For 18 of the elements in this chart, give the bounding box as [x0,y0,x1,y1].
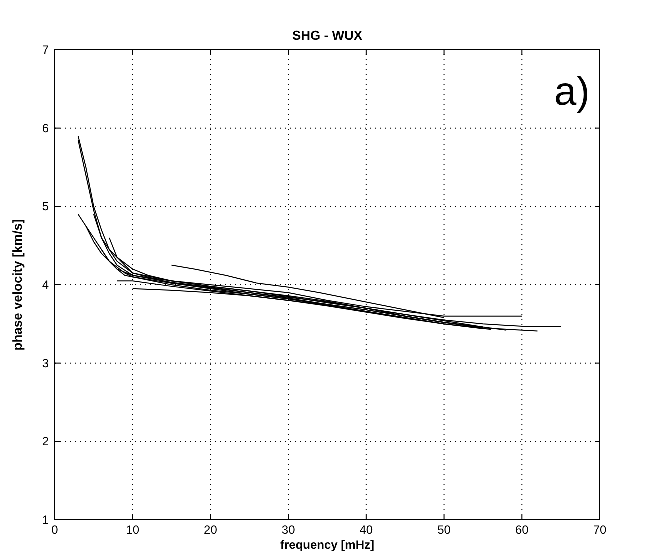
y-tick-label: 4 [42,278,50,292]
x-tick-label: 10 [126,523,140,537]
x-tick-label: 60 [515,523,530,537]
x-tick-label: 40 [360,523,374,537]
y-tick-label: 3 [42,356,50,370]
x-tick-label: 30 [282,523,296,537]
y-tick-label: 6 [42,121,50,136]
y-axis-title: phase velocity [km/s] [10,219,25,351]
y-tick-label: 1 [42,513,50,527]
y-tick-label: 7 [42,43,50,57]
x-tick-label: 70 [593,523,607,537]
chart-title: SHG - WUX [292,28,363,43]
x-tick-label: 50 [438,523,452,537]
annotation: a) [554,70,590,114]
y-tick-label: 5 [42,200,50,214]
x-tick-label: 20 [204,523,218,537]
x-tick-label: 0 [52,523,59,537]
y-tick-label: 2 [42,434,50,449]
